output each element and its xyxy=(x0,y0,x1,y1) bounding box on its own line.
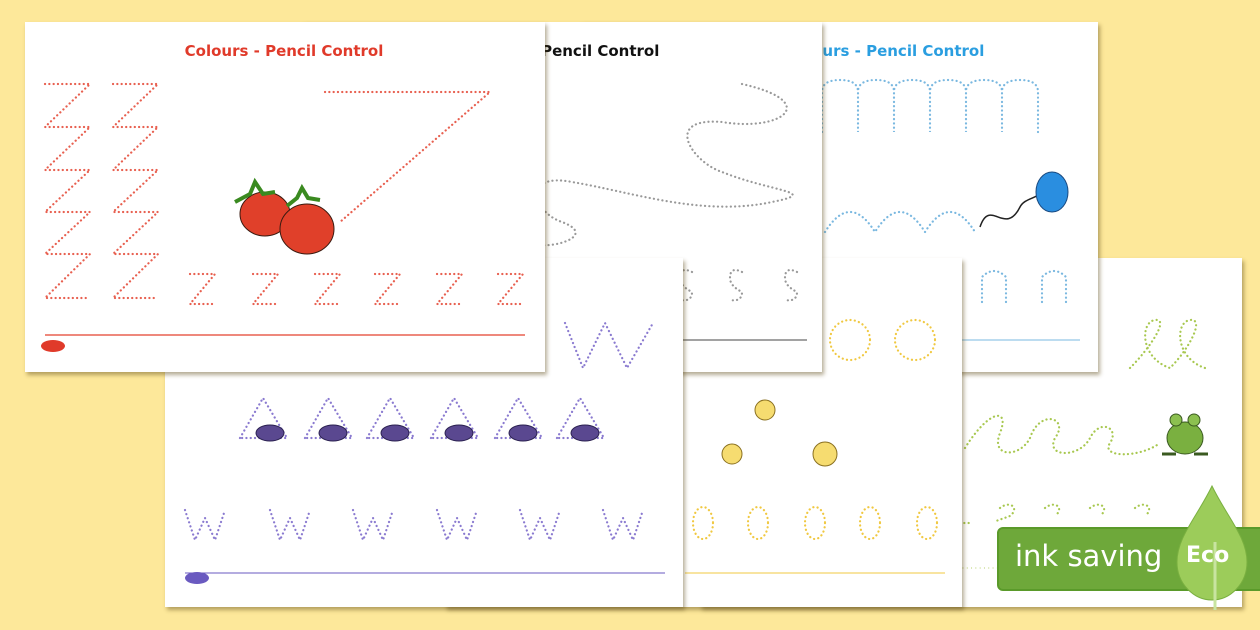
worksheet-title: Colours - Pencil Control xyxy=(785,42,985,60)
grapes-icon xyxy=(255,424,600,442)
tracing-lines xyxy=(820,78,1080,341)
tracing-lines xyxy=(949,318,1221,569)
sun-icon xyxy=(721,399,838,467)
worksheet-red: Colours - Pencil Control xyxy=(25,22,545,372)
strawberry-icon xyxy=(234,177,335,255)
balloon-icon xyxy=(1035,171,1069,213)
leaf-icon xyxy=(1176,484,1248,610)
tracing-lines xyxy=(530,82,807,341)
eco-label: Eco xyxy=(1186,543,1230,568)
tracing-lines xyxy=(183,320,665,584)
publisher-logo xyxy=(185,572,209,584)
publisher-logo xyxy=(41,340,65,352)
tracing-lines xyxy=(685,318,945,574)
ink-saving-label: ink saving xyxy=(1015,539,1163,573)
frog-icon xyxy=(1162,413,1208,456)
worksheet-title: Colours - Pencil Control xyxy=(184,42,384,60)
tracing-lines xyxy=(41,82,526,352)
